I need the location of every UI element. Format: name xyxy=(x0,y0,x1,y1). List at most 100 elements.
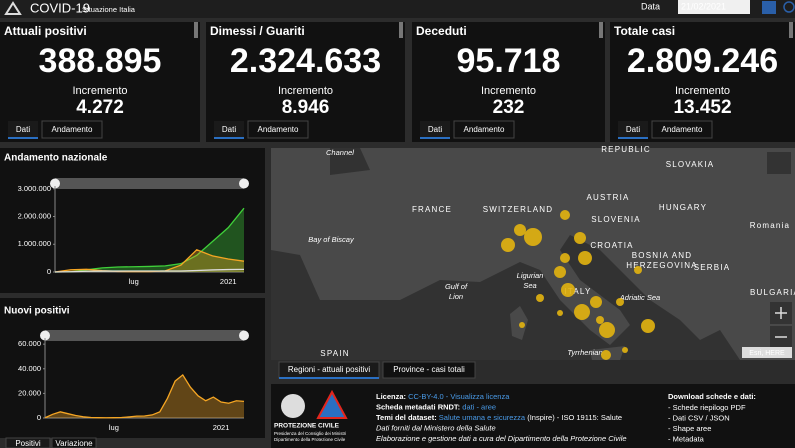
region-bubble[interactable] xyxy=(535,293,545,303)
tab[interactable] xyxy=(214,121,244,138)
region-bubble[interactable] xyxy=(519,322,525,328)
map-label: BULGARIA xyxy=(750,288,795,297)
download-link[interactable]: - Dati CSV / JSON xyxy=(668,413,730,422)
x-tick-label: 2021 xyxy=(220,277,237,286)
region-bubble[interactable] xyxy=(590,296,602,308)
map-label: Romania xyxy=(750,221,790,230)
calendar-button[interactable] xyxy=(762,1,776,14)
sea xyxy=(330,148,370,175)
tab-label[interactable]: Dati xyxy=(16,125,30,134)
info-text[interactable]: CC-BY-4.0 - Visualizza licenza xyxy=(408,392,510,401)
tab[interactable] xyxy=(618,121,648,138)
map-label: Tyrrhenian xyxy=(567,348,602,357)
range-slider[interactable] xyxy=(45,330,244,341)
download-link[interactable]: - Metadata xyxy=(668,434,705,443)
y-tick-label: 2.000.000 xyxy=(18,212,51,221)
tab[interactable] xyxy=(8,121,38,138)
region-bubble[interactable] xyxy=(633,265,643,275)
slider-handle[interactable] xyxy=(239,178,249,189)
slider-handle[interactable] xyxy=(50,178,60,189)
download-link[interactable]: - Schede riepilogo PDF xyxy=(668,403,746,412)
map-label: Ligurian xyxy=(517,271,544,280)
delta-value: 232 xyxy=(493,97,525,118)
scrollbar xyxy=(789,22,793,38)
region-bubble[interactable] xyxy=(559,252,571,264)
region-bubble[interactable] xyxy=(559,209,571,221)
region-bubble[interactable] xyxy=(641,319,655,333)
region-bubble[interactable] xyxy=(595,315,605,325)
slider-handle[interactable] xyxy=(239,330,249,341)
map-label: BOSNIA AND xyxy=(632,251,692,260)
tab-label[interactable]: Andamento xyxy=(258,125,299,134)
region-bubble[interactable] xyxy=(514,224,526,236)
scrollbar xyxy=(599,22,603,38)
card-title: Totale casi xyxy=(614,24,675,38)
map-label: Sea xyxy=(523,281,536,290)
region-bubble[interactable] xyxy=(600,349,612,361)
region-bubble[interactable] xyxy=(599,322,615,338)
download-link[interactable]: - Shape aree xyxy=(668,424,711,433)
tab-label[interactable]: Variazione xyxy=(55,439,93,448)
tab[interactable] xyxy=(453,120,515,139)
scrollbar xyxy=(194,22,198,38)
info-text: Scheda metadati RNDT: xyxy=(376,402,462,411)
x-tick-label: 2021 xyxy=(213,423,230,432)
map-label: Channel xyxy=(326,148,354,157)
range-slider[interactable] xyxy=(55,178,244,189)
area xyxy=(45,374,244,418)
footer xyxy=(271,384,795,448)
date-box[interactable] xyxy=(678,0,750,14)
card-value: 388.895 xyxy=(39,42,162,80)
region-bubble[interactable] xyxy=(574,304,590,320)
date-value[interactable]: 21/02/2021 xyxy=(681,1,726,11)
tab[interactable] xyxy=(5,437,51,448)
tab-label[interactable]: Dati xyxy=(428,125,442,134)
region-bubble[interactable] xyxy=(615,297,625,307)
info-text[interactable]: Salute umana e sicurezza xyxy=(439,413,526,422)
logo-caption: Presidenza del Consiglio dei Ministri xyxy=(274,431,346,436)
info-text: Dati forniti dal Ministero della Salute xyxy=(376,423,496,432)
region-bubble[interactable] xyxy=(561,283,575,297)
tab[interactable] xyxy=(247,120,309,139)
tab-label[interactable]: Dati xyxy=(222,125,236,134)
tab[interactable] xyxy=(651,120,713,139)
tab[interactable] xyxy=(420,121,450,138)
map-tab-label[interactable]: Regioni - attuali positivi xyxy=(288,365,370,374)
map-label: SPAIN xyxy=(320,349,349,358)
logo-caption: Dipartimento della Protezione Civile xyxy=(274,437,346,442)
tab[interactable] xyxy=(51,437,97,448)
tab-label[interactable]: Andamento xyxy=(52,125,93,134)
tab[interactable] xyxy=(41,120,103,139)
title: COVID-19 xyxy=(30,0,90,15)
info-text: (Inspire) - ISO 19115: Salute xyxy=(525,413,622,422)
y-tick-label: 40.000 xyxy=(18,364,41,373)
layers-button[interactable] xyxy=(767,152,791,174)
region-bubble[interactable] xyxy=(554,266,566,278)
subtitle: Situazione Italia xyxy=(82,5,136,14)
info-line: Scheda metadati RNDT: dati - aree xyxy=(376,402,496,411)
line xyxy=(44,373,245,419)
map-label: HERZEGOVINA xyxy=(626,261,697,270)
logo-text: PROTEZIONE CIVILE xyxy=(274,423,340,430)
info-line: Dati forniti dal Ministero della Salute xyxy=(376,423,496,432)
tab-label[interactable]: Positivi xyxy=(15,439,41,448)
clock-button[interactable] xyxy=(783,1,795,13)
map-label: CROATIA xyxy=(590,241,633,250)
info-line: Temi del dataset: Salute umana e sicurez… xyxy=(376,413,622,422)
region-bubble[interactable] xyxy=(578,251,592,265)
map-tab-label[interactable]: Province - casi totali xyxy=(393,365,465,374)
region-bubble[interactable] xyxy=(622,347,628,353)
region-bubble[interactable] xyxy=(523,227,543,247)
y-tick-label: 3.000.000 xyxy=(18,184,51,193)
region-bubble[interactable] xyxy=(501,238,515,252)
attribution: Esri, HERE xyxy=(749,350,785,357)
slider-handle[interactable] xyxy=(40,330,50,341)
info-text[interactable]: dati - aree xyxy=(462,402,496,411)
tab-label[interactable]: Andamento xyxy=(662,125,703,134)
tab-label[interactable]: Andamento xyxy=(464,125,505,134)
tab-label[interactable]: Dati xyxy=(626,125,640,134)
region-bubble[interactable] xyxy=(557,310,563,316)
region-bubble[interactable] xyxy=(574,232,586,244)
map-tab[interactable] xyxy=(382,361,476,379)
